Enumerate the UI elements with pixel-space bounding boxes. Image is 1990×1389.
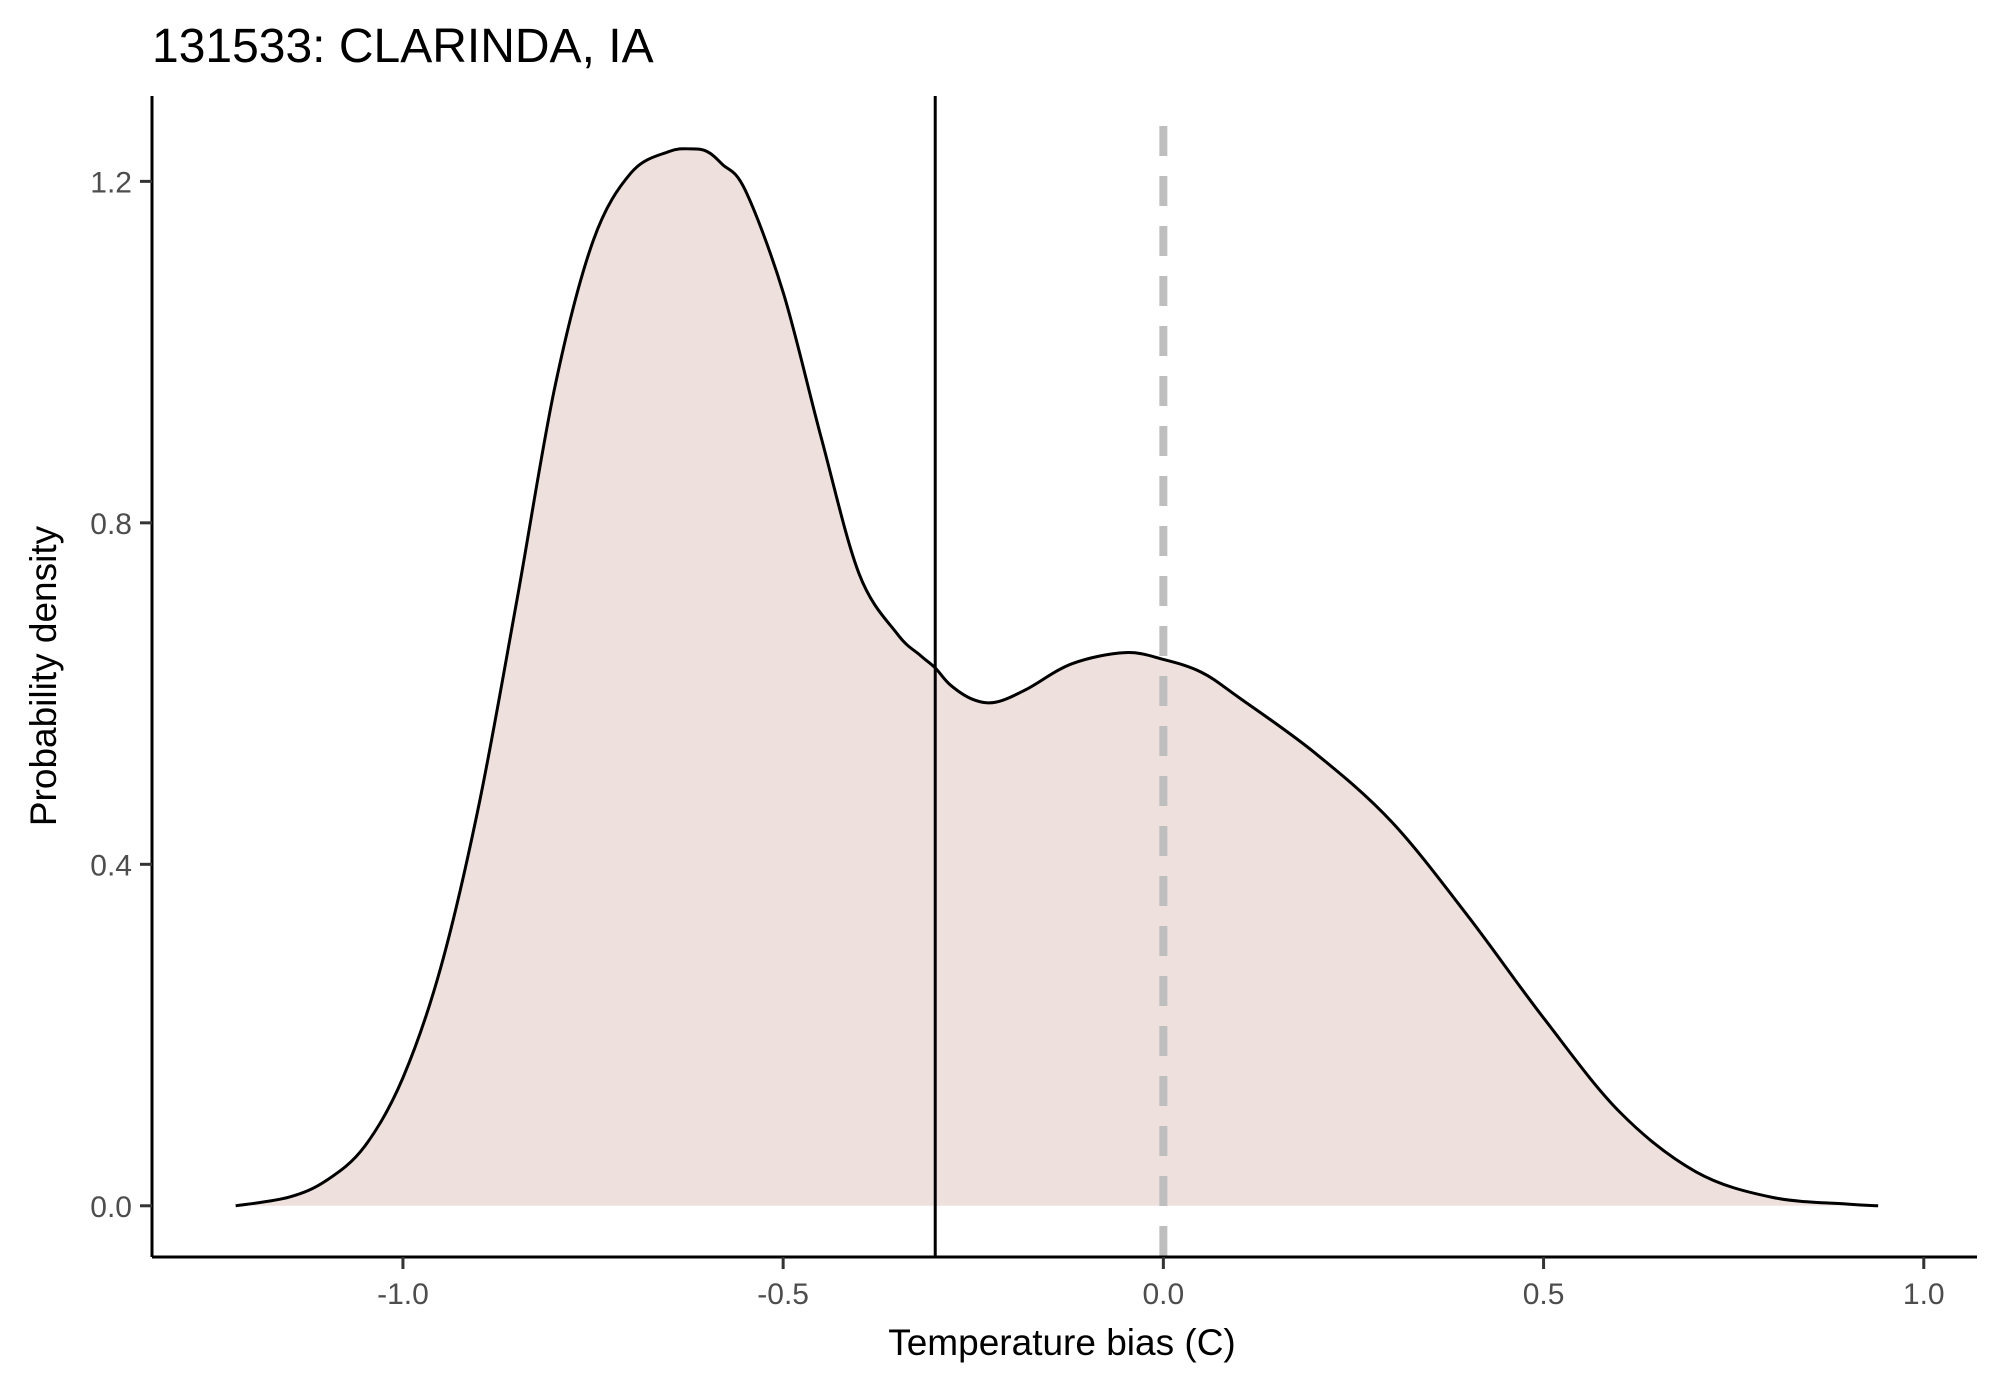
- y-tick-label: 1.2: [90, 166, 132, 199]
- x-tick-label: 0.5: [1523, 1278, 1565, 1311]
- density-curve: [235, 147, 1879, 1208]
- y-tick-label: 0.4: [90, 849, 132, 882]
- y-tick-label: 0.8: [90, 508, 132, 541]
- density-area-fill: [235, 148, 1879, 1206]
- y-tick-label: 0.0: [90, 1191, 132, 1224]
- plot-area: -1.0 -0.5 0.0 0.5 1.0 0.0 0.4 0.8 1.2: [90, 96, 1977, 1311]
- x-tick-label: 0.0: [1142, 1278, 1184, 1311]
- y-axis-label: Probability density: [23, 525, 64, 826]
- chart-title: 131533: CLARINDA, IA: [152, 20, 654, 73]
- x-tick-label: 1.0: [1903, 1278, 1945, 1311]
- x-tick-label: -0.5: [757, 1278, 809, 1311]
- x-axis-label: Temperature bias (C): [888, 1322, 1236, 1363]
- x-tick-label: -1.0: [377, 1278, 429, 1311]
